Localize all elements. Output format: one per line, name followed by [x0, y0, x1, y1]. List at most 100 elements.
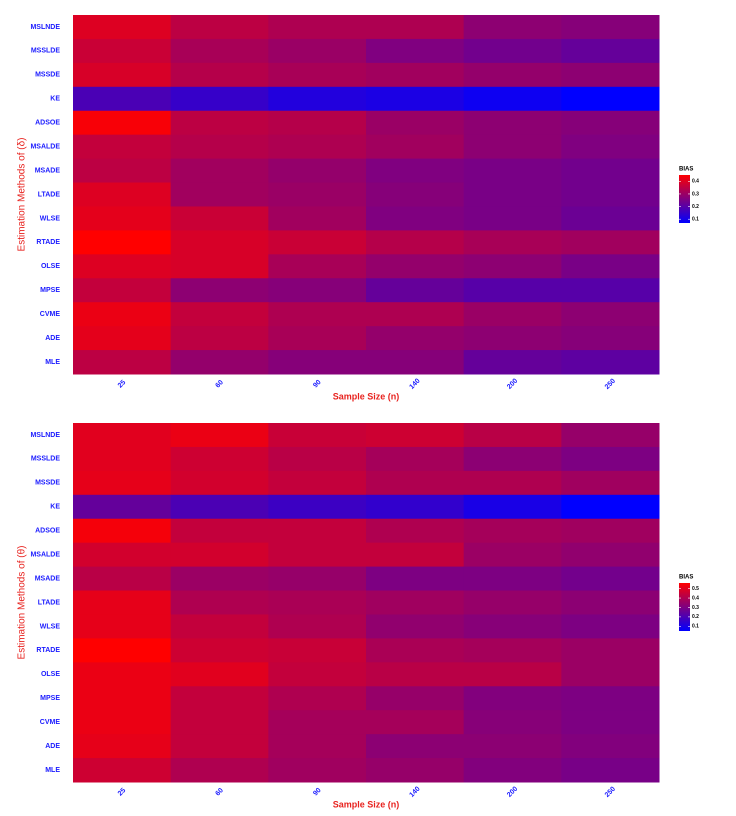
x-axis-title: Sample Size (n) [333, 799, 400, 809]
heat-cell [268, 758, 367, 783]
heat-cell [73, 182, 172, 207]
heat-cell [73, 614, 172, 639]
color-tick-label: 0.3 [692, 191, 699, 197]
heat-cell [170, 590, 269, 615]
heat-cell [561, 710, 660, 735]
heat-cell [366, 446, 465, 472]
heat-cell [561, 542, 660, 568]
heat-cell [268, 423, 367, 448]
color-tick-label: 0.1 [692, 624, 699, 630]
heat-cell [170, 230, 269, 255]
heat-cell [268, 254, 367, 279]
y-axis-title: Estimation Methods of (δ) [17, 138, 28, 252]
heat-cell [366, 206, 465, 231]
row-label: OLSE [41, 263, 60, 270]
heat-cell [73, 254, 172, 279]
heat-cell [73, 494, 172, 520]
heat-cell [463, 38, 562, 64]
heat-cell [268, 518, 367, 544]
column-label: 250 [604, 378, 617, 391]
heat-cell [73, 62, 172, 88]
heat-cell [268, 638, 367, 663]
color-tick-label: 0.4 [692, 179, 699, 185]
heat-cell [170, 206, 269, 231]
row-label: MSADE [35, 167, 61, 174]
heat-cell [73, 566, 172, 592]
column-label: 90 [312, 787, 323, 798]
heat-cell [170, 518, 269, 544]
heat-cell [268, 158, 367, 184]
legend-title: BIAS [679, 575, 693, 581]
row-label: MPSE [40, 695, 60, 702]
heat-cell [73, 423, 172, 448]
heat-cell [463, 662, 562, 687]
heat-cell [73, 15, 172, 40]
heat-cell [170, 446, 269, 472]
heat-cell [73, 206, 172, 231]
heat-cell [366, 182, 465, 207]
heat-cell [366, 638, 465, 663]
row-label: KE [50, 96, 60, 103]
heat-cell [366, 686, 465, 711]
heat-cell [366, 278, 465, 303]
heat-cell [170, 326, 269, 351]
heat-cell [463, 446, 562, 472]
heat-cell [561, 134, 660, 160]
heat-cell [73, 158, 172, 184]
row-label: MSALDE [30, 551, 60, 558]
heat-cell [268, 230, 367, 255]
heat-cell [366, 423, 465, 448]
heat-cell [561, 350, 660, 375]
heat-cell [170, 86, 269, 112]
row-label: RTADE [36, 239, 60, 246]
heat-cell [366, 590, 465, 615]
heat-cell [561, 38, 660, 64]
heat-cell [73, 758, 172, 783]
row-label: ADE [45, 743, 60, 750]
heat-cell [268, 662, 367, 687]
x-axis-title: Sample Size (n) [333, 391, 400, 401]
heat-cell [366, 86, 465, 112]
heat-cell [268, 206, 367, 231]
column-label: 25 [117, 379, 128, 390]
heat-cell [463, 758, 562, 783]
heat-cell [463, 86, 562, 112]
heat-cell [170, 710, 269, 735]
heat-cell [463, 110, 562, 136]
heat-cell [561, 206, 660, 231]
heat-cell [561, 518, 660, 544]
heat-cell [561, 494, 660, 520]
heat-cell [73, 230, 172, 255]
heat-cell [73, 110, 172, 136]
heat-cell [561, 614, 660, 639]
color-tick-label: 0.2 [692, 204, 699, 210]
heat-cell [73, 638, 172, 663]
column-label: 60 [215, 379, 226, 390]
heat-cell [170, 662, 269, 687]
heat-cell [366, 542, 465, 568]
heat-cell [561, 15, 660, 40]
heat-cell [268, 86, 367, 112]
heat-cell [561, 158, 660, 184]
row-label: MSALDE [30, 143, 60, 150]
heat-cell [463, 278, 562, 303]
heat-cell [366, 734, 465, 759]
column-label: 140 [408, 786, 421, 799]
color-tick-label: 0.4 [692, 595, 699, 601]
heat-cell [268, 734, 367, 759]
heat-cell [561, 230, 660, 255]
heat-cell [463, 62, 562, 88]
heat-cell [561, 254, 660, 279]
heat-cell [73, 470, 172, 496]
color-tick-label: 0.3 [692, 605, 699, 611]
heat-cell [463, 470, 562, 496]
heat-cell [366, 230, 465, 255]
heat-cell [561, 470, 660, 496]
row-label: LTADE [38, 191, 61, 198]
heat-cell [463, 542, 562, 568]
row-label: MLE [45, 359, 60, 366]
row-label: RTADE [36, 647, 60, 654]
heat-cell [170, 158, 269, 184]
heat-cell [463, 254, 562, 279]
heat-cell [268, 38, 367, 64]
